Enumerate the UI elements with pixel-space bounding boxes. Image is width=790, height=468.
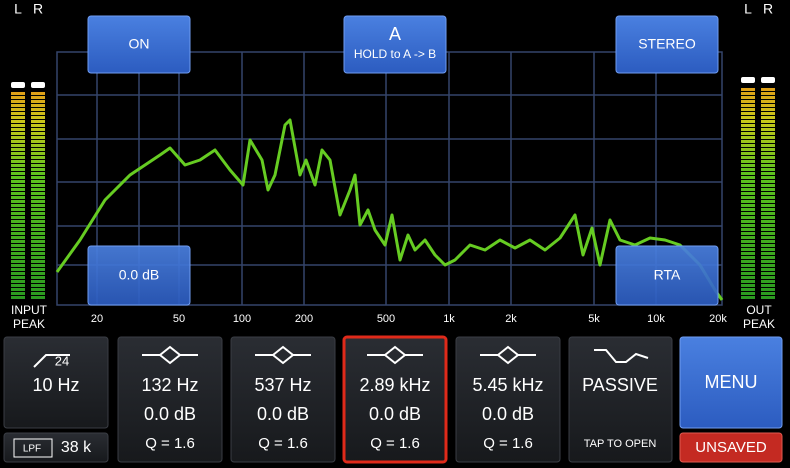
status-bg xyxy=(679,432,783,463)
status-label: UNSAVED xyxy=(695,439,767,456)
peak-marker xyxy=(761,77,775,83)
panel-bg xyxy=(455,336,561,463)
frequency-label: 5k xyxy=(588,313,600,325)
button-label: STEREO xyxy=(638,36,696,52)
lpf-type: LPF xyxy=(23,444,41,455)
lpf-value: 38 k xyxy=(61,439,92,456)
output-meter: L R OUT PEAK xyxy=(741,1,775,331)
panel-bg xyxy=(3,432,109,463)
button-label: A xyxy=(389,24,401,44)
band-frequency: 5.45 kHz xyxy=(472,375,543,395)
channel-label: L xyxy=(744,1,752,17)
band-q: Q = 1.6 xyxy=(370,435,420,452)
meter-segments xyxy=(11,92,45,300)
frequency-label: 200 xyxy=(295,313,313,325)
band-icon xyxy=(142,345,198,365)
frequency-label: 2k xyxy=(505,313,517,325)
band-panel[interactable]: 537 Hz 0.0 dB Q = 1.6 xyxy=(230,336,336,463)
band-q: Q = 1.6 xyxy=(483,435,533,452)
band-gain: 0.0 dB xyxy=(482,404,534,424)
panel-bg xyxy=(230,336,336,463)
frequency-label: 20 xyxy=(91,313,103,325)
band-panel[interactable]: 5.45 kHz 0.0 dB Q = 1.6 xyxy=(455,336,561,463)
filter-slope: 24 xyxy=(55,353,69,368)
mode-hint: TAP TO OPEN xyxy=(584,438,657,450)
button-label: RTA xyxy=(654,267,681,283)
input-meter: L R INPUT PEAK xyxy=(11,1,48,331)
band-gain: 0.0 dB xyxy=(257,404,309,424)
button-label: ON xyxy=(129,36,150,52)
mode-title: PASSIVE xyxy=(582,375,658,395)
band-panel[interactable]: 2.89 kHz 0.0 dB Q = 1.6 xyxy=(342,335,448,464)
band-gain: 0.0 dB xyxy=(144,404,196,424)
lpf-box xyxy=(13,438,53,458)
peak-marker xyxy=(11,82,25,88)
band-frequency: 537 Hz xyxy=(254,375,311,395)
lpf-panel[interactable]: LPF 38 k xyxy=(3,432,109,463)
band-gain: 0.0 dB xyxy=(369,404,421,424)
mode-icon xyxy=(594,349,649,363)
panel-bg xyxy=(342,335,448,464)
stereo-button[interactable]: STEREO xyxy=(615,15,719,74)
meter-segments xyxy=(741,88,775,300)
button-sublabel: HOLD to A -> B xyxy=(354,47,436,61)
on-button[interactable]: ON xyxy=(87,15,191,74)
band-frequency: 2.89 kHz xyxy=(359,375,430,395)
peak-marker xyxy=(31,82,45,88)
filter-frequency: 10 Hz xyxy=(32,375,79,395)
panel-bg xyxy=(3,336,109,429)
button-bg xyxy=(679,336,783,429)
button-label: 0.0 dB xyxy=(119,267,159,283)
panel-bg xyxy=(117,336,223,463)
panel-bg xyxy=(568,336,673,463)
frequency-label: 500 xyxy=(377,313,395,325)
slope-icon xyxy=(33,354,70,368)
frequency-label: 100 xyxy=(233,313,251,325)
meter-label: PEAK xyxy=(743,317,775,331)
band-icon xyxy=(367,345,423,365)
band-q: Q = 1.6 xyxy=(145,435,195,452)
band-icon xyxy=(255,345,311,365)
menu-label: MENU xyxy=(705,372,758,392)
band-q: Q = 1.6 xyxy=(258,435,308,452)
channel-label: L xyxy=(14,1,22,17)
peak-marker xyxy=(741,77,755,83)
rta-button[interactable]: RTA xyxy=(615,245,719,306)
gain-button[interactable]: 0.0 dB xyxy=(87,245,191,306)
meter-label: OUT xyxy=(746,303,772,317)
frequency-label: 10k xyxy=(647,313,665,325)
frequency-axis: 20 50 100 200 500 1k 2k 5k 10k 20k xyxy=(91,313,727,325)
button-bg xyxy=(615,245,719,306)
band-panel[interactable]: 132 Hz 0.0 dB Q = 1.6 xyxy=(117,336,223,463)
menu-button[interactable]: MENU xyxy=(679,336,783,429)
button-bg xyxy=(87,245,191,306)
meter-label: PEAK xyxy=(13,317,45,331)
button-bg xyxy=(87,15,191,74)
frequency-label: 1k xyxy=(443,313,455,325)
band-frequency: 132 Hz xyxy=(141,375,198,395)
ab-button[interactable]: A HOLD to A -> B xyxy=(343,15,447,74)
button-bg xyxy=(615,15,719,74)
channel-label: R xyxy=(763,1,773,17)
rta-curve xyxy=(55,118,724,301)
meter-label: INPUT xyxy=(11,303,48,317)
frequency-label: 20k xyxy=(709,313,727,325)
button-bg xyxy=(343,15,447,74)
mode-panel[interactable]: PASSIVE TAP TO OPEN xyxy=(568,336,673,463)
channel-label: R xyxy=(33,1,43,17)
frequency-label: 50 xyxy=(173,313,185,325)
band-icon xyxy=(480,345,536,365)
filter-panel[interactable]: 24 10 Hz xyxy=(3,336,109,429)
status-indicator: UNSAVED xyxy=(679,432,783,463)
